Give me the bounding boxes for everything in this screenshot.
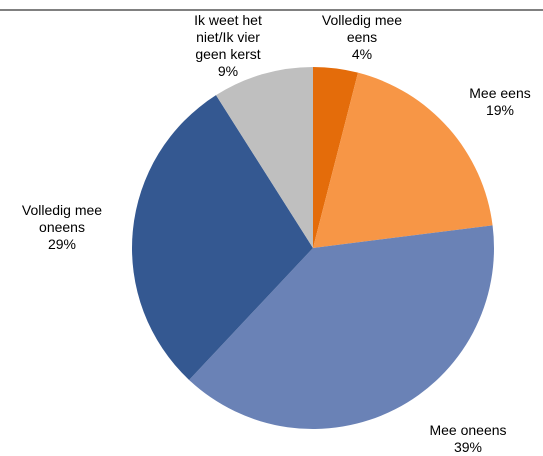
slice-name: Mee oneens bbox=[429, 422, 507, 438]
slice-value: 29% bbox=[47, 236, 77, 252]
slice-label: Ik weet het niet/Ik vier geen kerst 9% bbox=[187, 12, 269, 80]
slice-name: Mee eens bbox=[469, 85, 531, 101]
pie-slice bbox=[313, 72, 493, 248]
slice-label: Mee eens 19% bbox=[450, 85, 543, 119]
slice-label: Volledig mee eens 4% bbox=[316, 12, 408, 63]
pie-slice bbox=[131, 95, 313, 380]
slice-label: Mee oneens 39% bbox=[418, 422, 518, 456]
slice-name: Volledig mee oneens bbox=[21, 202, 103, 235]
slice-value: 9% bbox=[217, 63, 239, 79]
slice-name: Volledig mee eens bbox=[321, 12, 403, 45]
pie-slice bbox=[216, 67, 313, 248]
slice-name: Ik weet het niet/Ik vier geen kerst bbox=[194, 12, 262, 62]
pie-slice bbox=[189, 225, 494, 430]
slice-value: 19% bbox=[485, 102, 515, 118]
slice-value: 4% bbox=[351, 46, 373, 62]
slice-value: 39% bbox=[453, 439, 483, 455]
pie-slice bbox=[313, 67, 359, 248]
slice-label: Volledig mee oneens 29% bbox=[12, 202, 112, 253]
